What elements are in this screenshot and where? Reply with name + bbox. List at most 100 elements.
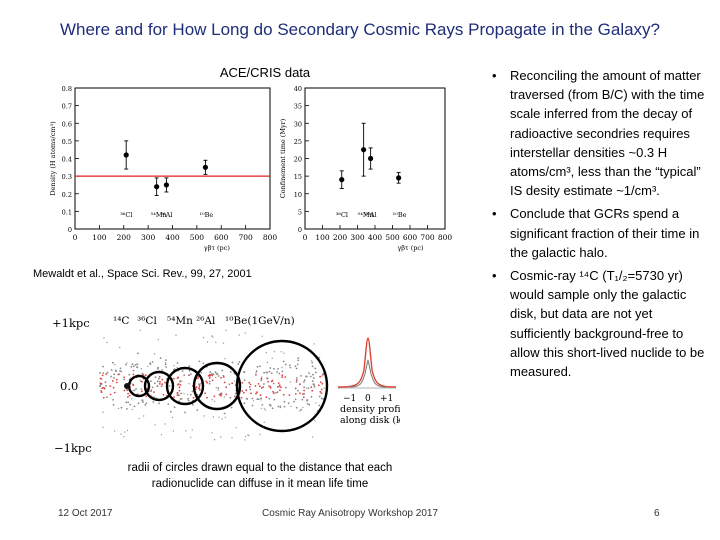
disk-dot: [206, 381, 209, 384]
halo-dot: [213, 400, 216, 402]
disk-dot: [188, 369, 191, 372]
x-tick-label: 400: [165, 233, 180, 242]
disk-dot: [315, 371, 317, 374]
profile-tick: 0: [365, 394, 371, 404]
disk-dot: [269, 387, 272, 389]
disk-dot: [258, 385, 261, 388]
disk-dot: [110, 375, 112, 378]
disk-dot: [109, 393, 112, 396]
disk-dot: [268, 370, 271, 373]
disk-dot: [231, 382, 234, 385]
disk-dot: [313, 384, 316, 386]
disk-dot: [113, 373, 116, 376]
x-tick-label: 500: [190, 233, 205, 242]
disk-dot: [306, 399, 309, 401]
y-tick-label: 0: [298, 226, 302, 234]
disk-dot: [279, 406, 282, 409]
halo-dot: [233, 380, 236, 382]
y-axis-label: Density (H atoms/cm³): [49, 121, 57, 196]
x-axis-label: γβτ (pc): [204, 244, 231, 252]
halo-dot: [212, 336, 214, 338]
nuclide-labels: ¹⁴C ³⁶Cl ⁵⁴Mn ²⁶Al ¹⁰Be(1GeV/n): [113, 315, 295, 327]
footer-page-number: 6: [654, 508, 660, 519]
disk-dot: [272, 390, 274, 393]
disk-dot: [301, 393, 304, 395]
disk-dot: [131, 363, 134, 365]
disk-dot: [141, 390, 143, 393]
disk-dot: [177, 383, 180, 385]
disk-dot: [217, 375, 220, 377]
halo-dot: [131, 398, 133, 400]
halo-dot: [280, 351, 282, 353]
halo-dot: [311, 360, 313, 362]
disk-dot: [136, 366, 139, 369]
disk-dot: [310, 386, 313, 389]
disk-dot: [303, 386, 305, 389]
disk-dot: [279, 386, 282, 389]
figure-caption: radii of circles drawn equal to the dist…: [127, 462, 393, 490]
halo-dot: [147, 365, 149, 368]
disk-dot: [112, 404, 115, 406]
disk-dot: [311, 389, 314, 392]
density-chart: 0 0.1 0.2 0.3 0.4 0.5 0.6 0.7 0.8 0 100 200 300 400 50…: [30, 80, 280, 270]
disk-dot: [153, 396, 156, 399]
disk-dot: [283, 405, 286, 408]
disk-dot: [296, 363, 299, 366]
halo-dot: [313, 343, 315, 345]
disk-dot: [276, 371, 278, 373]
point-label: ²⁶Al: [365, 211, 377, 219]
disk-dot: [100, 383, 103, 385]
halo-dot: [224, 358, 226, 360]
x-tick-label: 0: [303, 233, 308, 242]
disk-dot: [248, 386, 251, 388]
slide-title: Where and for How Long do Secondary Cosm…: [59, 20, 661, 39]
disk-dot: [132, 373, 135, 376]
disk-dot: [198, 383, 200, 385]
plot-frame: [74, 87, 271, 230]
y-tick-label: 10: [294, 191, 302, 199]
halo-dot: [124, 431, 126, 433]
halo-dot: [202, 336, 205, 339]
disk-dot: [102, 396, 105, 399]
halo-dot: [225, 329, 227, 331]
disk-dot: [281, 370, 284, 373]
halo-dot: [132, 389, 134, 392]
halo-dot: [119, 346, 121, 349]
disk-dot: [207, 374, 210, 377]
disk-dot: [297, 359, 299, 362]
disk-dot: [294, 393, 297, 395]
halo-dot: [271, 357, 273, 359]
disk-dot: [200, 371, 203, 374]
x-tick-label: 700: [238, 233, 253, 242]
y-tick-label: 0.2: [62, 191, 72, 199]
disk-dot: [297, 357, 300, 359]
disk-dot: [267, 380, 269, 383]
disk-dot: [211, 379, 214, 382]
disk-dot: [302, 396, 305, 399]
disk-dot: [112, 386, 115, 389]
disk-dot: [313, 386, 316, 388]
y-label-top: +1kpc: [52, 316, 90, 330]
disk-dot: [197, 375, 200, 378]
disk-dot: [294, 365, 297, 368]
disk-dot: [217, 387, 220, 390]
disk-dot: [127, 401, 129, 404]
point-label: ³⁶Cl: [120, 211, 132, 219]
disk-dot: [314, 367, 317, 370]
disk-dot: [160, 385, 163, 388]
halo-dot: [263, 421, 265, 423]
disk-dot: [245, 397, 248, 400]
halo-dot: [245, 435, 247, 438]
disk-dot: [178, 389, 181, 392]
disk-dot: [279, 389, 281, 392]
disk-dot: [220, 392, 223, 395]
disk-dot: [241, 390, 244, 392]
plot-frame: [304, 87, 446, 230]
disk-dot: [154, 376, 157, 378]
disk-dot: [256, 365, 259, 368]
halo-dot: [315, 402, 317, 404]
halo-dot: [188, 383, 190, 385]
disk-dot: [105, 373, 108, 375]
halo-dot: [323, 387, 326, 389]
halo-dot: [206, 341, 209, 343]
